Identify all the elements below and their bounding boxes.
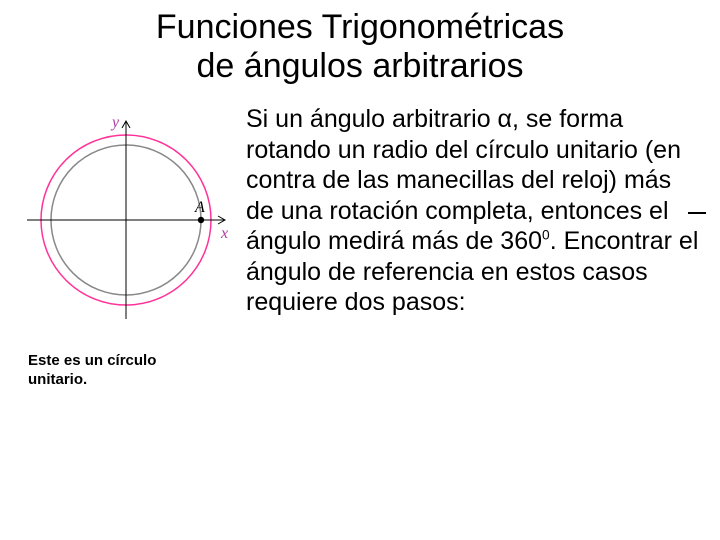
body-paragraph: Si un ángulo arbitrario α, se forma rota… — [246, 105, 698, 316]
svg-text:y: y — [110, 114, 120, 131]
decorative-dash — [688, 212, 706, 214]
diagram-column: y xA Este es un círculo unitario. — [8, 104, 238, 390]
svg-text:A: A — [194, 199, 205, 216]
diagram-caption: Este es un círculo unitario. — [8, 352, 156, 390]
unit-circle-diagram: y xA — [18, 112, 228, 322]
body-text: Si un ángulo arbitrario α, se forma rota… — [246, 104, 702, 390]
content-row: y xA Este es un círculo unitario. Si un á… — [0, 86, 720, 390]
svg-text:x: x — [220, 225, 228, 242]
slide-title: Funciones Trigonométricas de ángulos arb… — [0, 0, 720, 86]
title-line-2: de ángulos arbitrarios — [197, 47, 524, 85]
caption-line-2: unitario. — [28, 371, 87, 388]
title-line-1: Funciones Trigonométricas — [156, 8, 564, 46]
caption-line-1: Este es un círculo — [28, 352, 156, 369]
